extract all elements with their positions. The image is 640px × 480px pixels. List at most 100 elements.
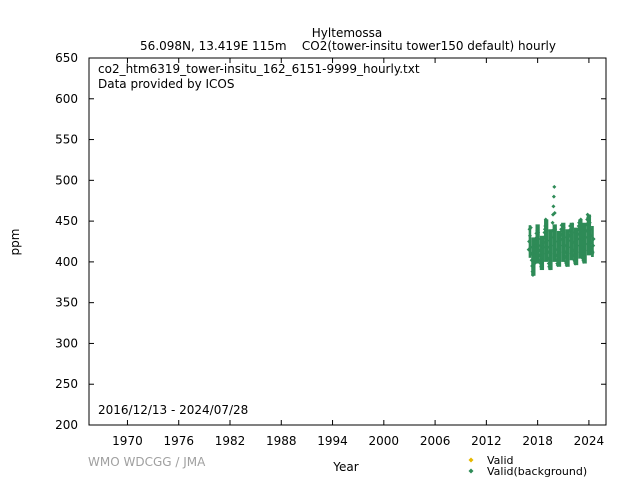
data-point: [552, 184, 557, 189]
data-point: [591, 237, 596, 242]
data-point: [556, 259, 561, 264]
data-point: [574, 243, 579, 248]
data-point: [533, 250, 538, 255]
data-point: [528, 245, 533, 250]
data-point: [588, 227, 593, 232]
y-tick-label: 300: [55, 336, 78, 350]
data-point: [570, 230, 575, 235]
data-point: [588, 233, 593, 238]
data-point: [566, 245, 571, 250]
data-point: [548, 266, 553, 271]
data-point: [583, 235, 588, 240]
data-point: [571, 253, 576, 258]
data-point: [544, 222, 549, 227]
data-point: [591, 243, 596, 248]
data-point: [569, 225, 574, 230]
y-tick-label: 450: [55, 214, 78, 228]
data-point: [550, 228, 555, 233]
data-point: [554, 247, 559, 252]
data-point: [582, 258, 587, 263]
data-point: [582, 254, 587, 259]
data-point: [532, 261, 537, 266]
x-tick-label: 2000: [369, 434, 400, 448]
data-point: [546, 256, 551, 261]
y-tick-label: 650: [55, 51, 78, 65]
data-point: [583, 241, 588, 246]
data-point: [573, 259, 578, 264]
x-tick-label: 1976: [163, 434, 194, 448]
x-axis-label: Year: [332, 460, 358, 474]
data-point: [565, 251, 570, 256]
chart-title: Hyltemossa: [312, 26, 382, 40]
data-point: [571, 248, 576, 253]
data-point: [587, 220, 592, 225]
data-point: [578, 222, 583, 227]
data-point: [533, 243, 538, 248]
data-point: [578, 217, 583, 222]
data-band: [591, 226, 594, 257]
data-point: [570, 222, 575, 227]
data-point: [562, 243, 567, 248]
y-axis-ticks: 200 250 300 350 400 450 500 550 600 650: [55, 51, 606, 432]
data-band: [548, 229, 553, 271]
data-point: [589, 240, 594, 245]
data-point: [558, 237, 563, 242]
data-point: [565, 258, 570, 263]
x-tick-label: 2006: [420, 434, 451, 448]
data-point: [548, 259, 553, 264]
data-point: [557, 256, 561, 261]
legend-marker-valid: [468, 457, 474, 463]
data-point: [545, 250, 550, 255]
data-point: [540, 251, 545, 256]
provider-label: Data provided by ICOS: [98, 77, 234, 91]
legend-item-valid-background: Valid(background): [468, 465, 587, 478]
data-points: [526, 184, 596, 277]
data-point: [547, 263, 552, 268]
data-point: [566, 238, 571, 243]
data-point: [527, 233, 532, 238]
data-point: [551, 204, 556, 209]
data-point: [545, 245, 550, 250]
data-point: [529, 251, 534, 256]
x-tick-label: 1988: [266, 434, 297, 448]
data-point: [527, 239, 532, 244]
data-band: [561, 222, 566, 262]
data-point: [536, 230, 541, 235]
data-point: [574, 256, 579, 261]
data-point: [553, 227, 558, 232]
x-axis-ticks: 1970 1976 1982 1988 1994 2000 2006 2012 2018 2024: [112, 58, 604, 448]
data-point: [590, 250, 595, 255]
data-point: [541, 245, 546, 250]
data-point: [561, 230, 566, 235]
file-label: co2_htm6319_tower-insitu_162_6151-9999_h…: [98, 62, 420, 76]
data-point: [531, 266, 536, 271]
x-tick-label: 1970: [112, 434, 143, 448]
data-point: [537, 248, 542, 253]
x-tick-label: 1982: [215, 434, 246, 448]
data-point: [526, 247, 531, 252]
data-point: [550, 220, 555, 225]
data-point: [532, 253, 537, 258]
credit-label: WMO WDCGG / JMA: [88, 455, 206, 469]
plot-frame: [88, 57, 607, 426]
data-point: [528, 225, 533, 230]
y-tick-label: 550: [55, 133, 78, 147]
data-point: [536, 237, 541, 242]
y-tick-label: 200: [55, 418, 78, 432]
data-band: [535, 224, 540, 264]
data-point: [552, 210, 557, 215]
data-point: [560, 238, 565, 243]
y-tick-label: 500: [55, 173, 78, 187]
date-range-label: 2016/12/13 - 2024/07/28: [98, 403, 248, 417]
data-point: [569, 235, 574, 240]
data-band: [556, 230, 562, 267]
data-point: [565, 261, 570, 266]
data-point: [574, 250, 579, 255]
data-point: [549, 243, 554, 248]
data-point: [542, 235, 547, 240]
data-point: [575, 237, 580, 242]
data-point: [579, 227, 584, 232]
data-point: [586, 217, 591, 222]
